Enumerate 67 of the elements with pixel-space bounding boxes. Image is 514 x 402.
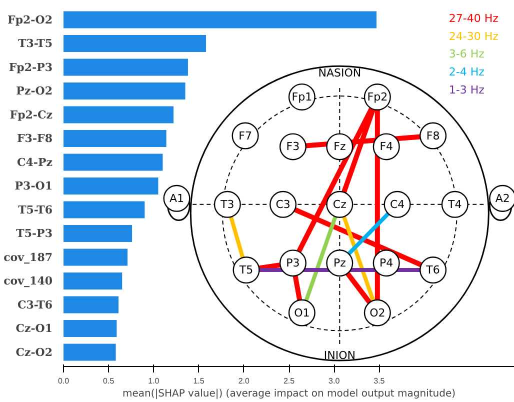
annotation: Fz [334,140,346,154]
x-tick-label: 1.5 [193,376,205,386]
annotation: F3 [286,140,300,154]
annotation: T5 [238,264,254,277]
y-tick-label: T5-P3 [16,227,53,240]
y-tick-label: Pz-O2 [16,84,53,98]
annotation: F4 [380,140,394,154]
bar [64,11,376,28]
annotation: F7 [238,129,252,142]
x-tick-label: 2.5 [283,376,296,386]
annotation: A1 [169,192,184,205]
y-tick-label: cov_187 [4,250,53,264]
y-tick-label: T5-T6 [18,203,53,216]
annotation: 27-40 Hz [448,12,499,25]
x-tick-label: 3.5 [374,376,386,386]
annotation: T6 [425,264,440,277]
bar [64,34,206,52]
annotation: 1-3 Hz [448,84,485,97]
bar [64,224,132,242]
bar [64,320,117,338]
annotation: Fp1 [292,90,312,104]
annotation: T4 [447,198,462,211]
bar [64,154,163,171]
annotation: INION [324,349,356,362]
bar [64,201,145,218]
x-tick-label: 0.5 [103,376,115,386]
y-tick-label: P3-O1 [14,180,53,192]
x-axis-title: mean(|SHAP value|) (average impact on model output magnitude) [122,388,456,400]
bar [64,272,122,290]
bar [64,344,116,361]
annotation: A2 [495,192,510,205]
bar [64,58,188,76]
annotation: C4 [390,198,405,211]
y-tick-label: cov_140 [4,274,53,288]
annotation: 2-4 Hz [448,66,485,79]
x-tick-label: 0.0 [58,376,70,386]
y-tick-label: F3-F8 [17,132,53,145]
y-tick-label: Cz-O2 [16,346,53,359]
y-tick-label: Fp2-P3 [8,60,53,74]
y-tick-label: Cz-O1 [16,322,53,335]
bar [64,177,158,195]
y-tick-label: Fp2-Cz [10,108,53,122]
bar [64,82,186,100]
bar [64,106,174,124]
bar [64,296,119,314]
annotation: O1 [294,306,310,320]
bar [64,130,166,148]
x-tick-label: 1.0 [148,376,160,386]
annotation: P3 [286,256,300,270]
annotation: F8 [426,129,440,142]
annotation: Cz [332,198,347,211]
y-tick-label: C4-Pz [17,156,53,169]
y-tick-label: C3-T6 [18,298,53,312]
annotation: C3 [276,198,290,211]
annotation: NASION [318,66,362,80]
annotation: Pz [333,256,346,270]
annotation: O2 [370,306,386,320]
annotation: 24-30 Hz [448,30,499,43]
bar [64,248,128,266]
annotation: P4 [380,256,394,270]
annotation: T3 [220,198,234,211]
x-tick-label: 2.0 [238,376,250,386]
annotation: Fp2 [367,90,388,104]
y-tick-label: T3-T5 [18,37,53,50]
x-tick-label: 3.0 [328,376,340,386]
y-tick-label: Fp2-O2 [8,13,53,26]
annotation: 3-6 Hz [448,48,485,61]
